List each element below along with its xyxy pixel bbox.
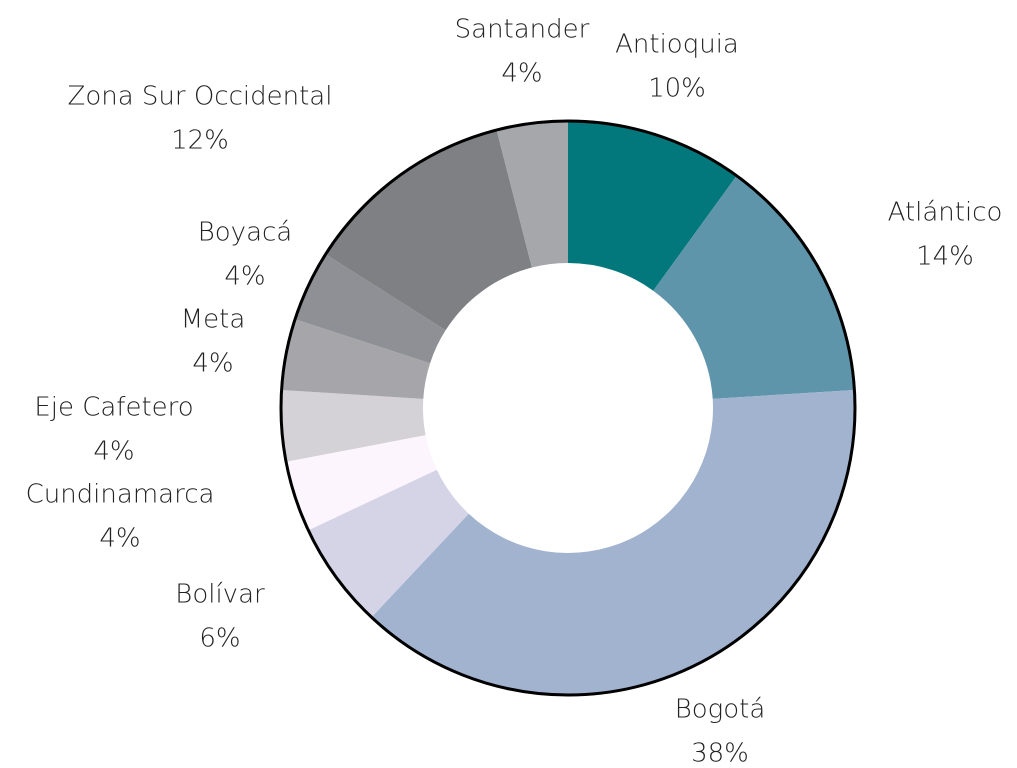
donut-segment xyxy=(371,389,855,695)
category-label: Bogotá xyxy=(675,695,766,725)
category-label: Zona Sur Occidental xyxy=(68,82,333,112)
donut-segment xyxy=(280,389,426,462)
category-label: Antioquia xyxy=(615,30,739,60)
value-label: 4% xyxy=(501,59,542,89)
donut-segment xyxy=(325,130,532,331)
value-label: 4% xyxy=(224,262,265,292)
donut-segment xyxy=(653,175,855,399)
category-label: Bolívar xyxy=(175,580,265,610)
value-label: 4% xyxy=(93,437,134,467)
category-label: Cundinamarca xyxy=(26,480,215,510)
donut-segment xyxy=(286,435,437,531)
donut-segment xyxy=(295,254,446,364)
category-label: Atlántico xyxy=(888,198,1003,228)
donut-segment xyxy=(496,121,568,268)
category-label: Boyacá xyxy=(198,218,292,248)
donut-segment xyxy=(281,319,431,399)
value-label: 4% xyxy=(192,349,233,379)
category-label: Santander xyxy=(455,15,590,45)
value-label: 12% xyxy=(171,126,229,156)
value-label: 14% xyxy=(916,242,974,272)
value-label: 6% xyxy=(199,624,240,654)
value-label: 38% xyxy=(691,739,749,768)
category-label: Meta xyxy=(181,305,246,335)
donut-outline xyxy=(279,119,857,697)
donut-segment xyxy=(568,121,737,291)
value-label: 4% xyxy=(99,524,140,554)
value-label: 10% xyxy=(648,74,706,104)
donut-segment xyxy=(308,469,469,618)
category-label: Eje Cafetero xyxy=(34,393,193,423)
